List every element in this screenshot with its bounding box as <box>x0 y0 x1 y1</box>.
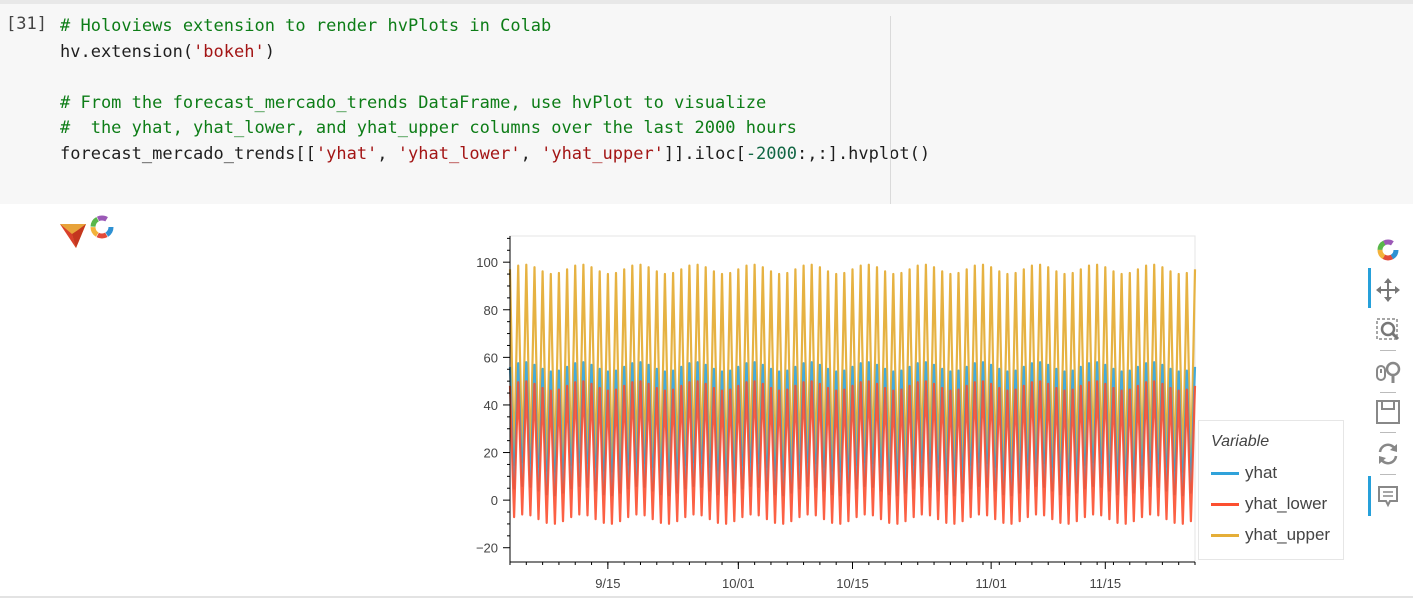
hover-icon[interactable] <box>1374 482 1402 510</box>
y-tick-label: −20 <box>476 541 498 556</box>
output-bottom-border <box>0 596 1413 598</box>
code-token: ) <box>264 41 275 62</box>
y-tick-label: 20 <box>484 446 498 461</box>
chart-legend[interactable]: Variable yhat yhat_lower yhat_upper <box>1198 420 1344 560</box>
save-icon[interactable] <box>1374 398 1402 426</box>
code-token: :,:].hvplot() <box>797 143 931 164</box>
legend-swatch-yhat-upper <box>1211 533 1239 537</box>
legend-item-yhat-lower[interactable]: yhat_lower <box>1211 493 1327 515</box>
legend-item-yhat-upper[interactable]: yhat_upper <box>1211 524 1330 546</box>
line-chart[interactable]: 100 80 60 40 20 0 −20 9/15 10/01 10/15 11/01 11/15 <box>450 230 1200 598</box>
legend-item-yhat[interactable]: yhat <box>1211 462 1277 484</box>
x-tick-label: 10/15 <box>836 576 869 591</box>
code-token: , <box>520 143 542 164</box>
code-token: 'yhat_lower' <box>397 143 521 164</box>
reset-icon[interactable] <box>1374 440 1402 468</box>
code-token: 'yhat' <box>315 143 378 164</box>
legend-title: Variable <box>1211 433 1270 450</box>
box-zoom-icon[interactable] <box>1374 316 1402 344</box>
legend-swatch-yhat <box>1211 471 1239 475</box>
cell-top-border <box>0 0 1413 4</box>
series-line-yhat-upper <box>508 263 1197 473</box>
code-token: 'bokeh' <box>193 41 265 62</box>
code-token: forecast_mercado_trends[[ <box>60 143 316 164</box>
execution-count: [31] <box>6 14 47 34</box>
series-line-yhat <box>508 361 1197 497</box>
x-tick-label: 11/01 <box>975 576 1007 591</box>
legend-label-yhat-upper: yhat_upper <box>1245 525 1331 544</box>
code-line[interactable]: hv.extension('bokeh') <box>60 40 930 66</box>
x-tick-label: 10/01 <box>722 576 755 591</box>
code-editor[interactable]: # Holoviews extension to render hvPlots … <box>60 14 930 168</box>
legend-label-yhat-lower: yhat_lower <box>1245 494 1328 513</box>
code-line[interactable]: # Holoviews extension to render hvPlots … <box>60 14 930 40</box>
code-token: # From the forecast_mercado_trends DataF… <box>60 92 767 113</box>
code-cell[interactable]: [31] # Holoviews extension to render hvP… <box>0 4 1413 208</box>
active-inspector-indicator <box>1368 476 1371 516</box>
holoviews-logo-icon <box>60 215 114 248</box>
pan-icon[interactable] <box>1374 276 1402 304</box>
code-token: , <box>377 143 398 164</box>
code-token: 'yhat_upper' <box>541 143 664 164</box>
bokeh-toolbar <box>1368 232 1408 522</box>
code-line[interactable] <box>60 65 930 91</box>
cell-divider <box>890 16 891 208</box>
y-tick-label: 60 <box>484 350 498 365</box>
code-token: # Holoviews extension to render hvPlots … <box>60 16 552 36</box>
legend-swatch-yhat-lower <box>1211 502 1239 506</box>
active-tool-indicator <box>1368 268 1371 308</box>
code-token: hv.extension( <box>60 41 194 62</box>
x-tick-label: 9/15 <box>595 576 620 591</box>
legend-label-yhat: yhat <box>1245 463 1278 482</box>
y-tick-label: 0 <box>491 493 498 508</box>
bokeh-logo-icon[interactable] <box>1374 236 1402 264</box>
code-line[interactable]: # From the forecast_mercado_trends DataF… <box>60 91 930 117</box>
code-token: -2000 <box>745 143 797 164</box>
x-tick-label: 11/15 <box>1090 576 1122 591</box>
y-tick-label: 100 <box>476 255 498 270</box>
code-token: ]].iloc[ <box>663 143 746 164</box>
code-line[interactable]: # the yhat, yhat_lower, and yhat_upper c… <box>60 116 930 142</box>
series-line-yhat-lower <box>508 380 1197 525</box>
y-tick-label: 80 <box>484 303 498 318</box>
code-line[interactable]: forecast_mercado_trends[['yhat', 'yhat_l… <box>60 142 930 168</box>
wheel-zoom-icon[interactable] <box>1374 358 1402 386</box>
y-tick-label: 40 <box>484 398 498 413</box>
code-token: # the yhat, yhat_lower, and yhat_upper c… <box>60 118 797 139</box>
